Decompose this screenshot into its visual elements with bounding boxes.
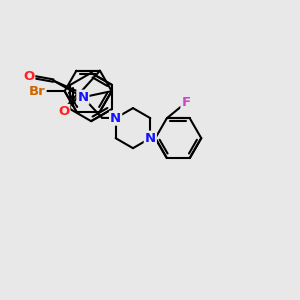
Text: O: O — [23, 70, 34, 83]
Text: O: O — [58, 105, 69, 118]
Text: N: N — [77, 91, 88, 104]
Text: N: N — [145, 132, 156, 145]
Text: N: N — [110, 112, 121, 124]
Text: Br: Br — [29, 85, 46, 98]
Text: F: F — [182, 96, 190, 109]
